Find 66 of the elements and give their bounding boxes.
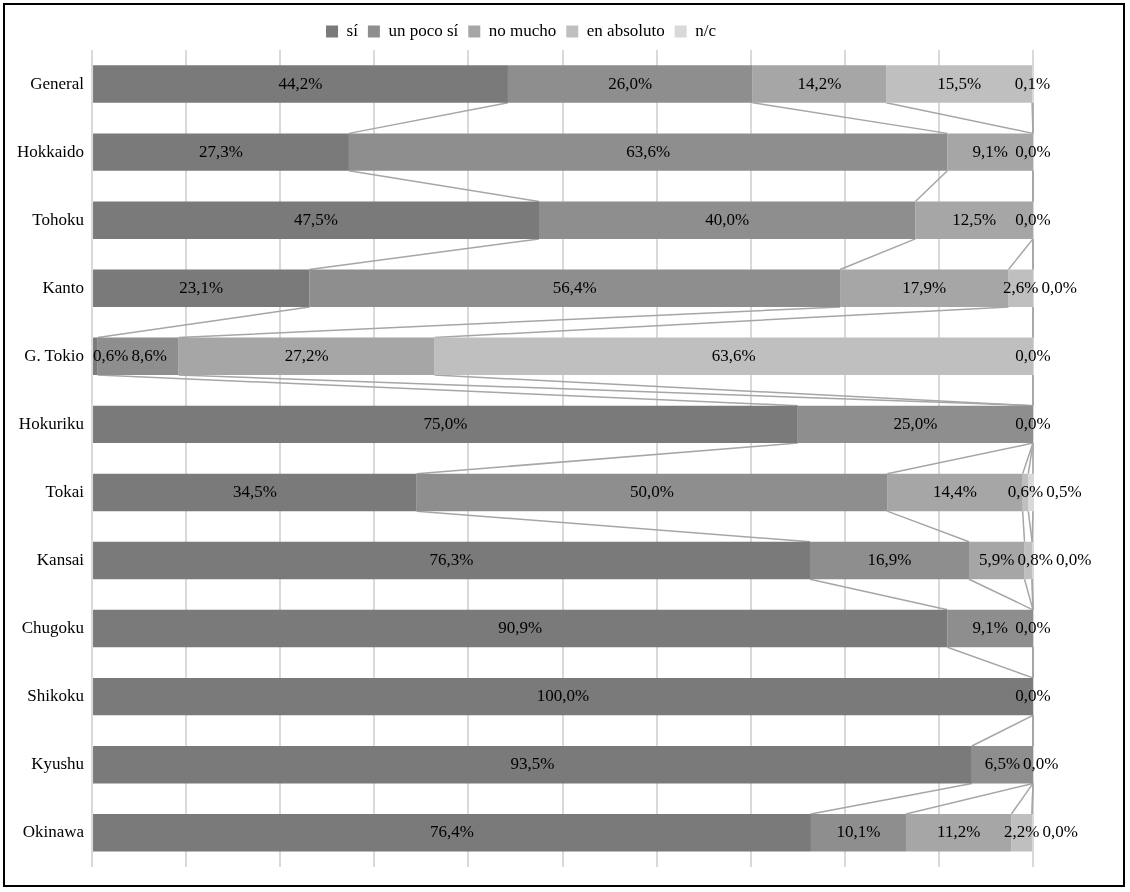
- y-tick-label: Hokuriku: [18, 413, 85, 433]
- data-label: 26,0%: [608, 73, 653, 93]
- legend-label: un poco sí: [388, 20, 459, 40]
- data-label: 0,1%: [1014, 73, 1051, 93]
- data-label: 0,5%: [1046, 481, 1082, 501]
- data-label: 2,6%: [1003, 277, 1039, 297]
- data-label: 75,0%: [423, 413, 468, 433]
- y-tick-label: General: [30, 73, 85, 93]
- y-tick-label: G. Tokio: [24, 345, 85, 365]
- data-label: 0,0%: [1041, 277, 1077, 297]
- data-label: 5,9%: [979, 549, 1015, 569]
- data-label: 47,5%: [294, 209, 338, 229]
- data-label: 44,2%: [278, 73, 323, 93]
- data-label: 9,1%: [972, 141, 1008, 161]
- data-label: 12,5%: [952, 209, 997, 229]
- data-label: 76,4%: [430, 822, 474, 842]
- data-label: 50,0%: [629, 481, 674, 501]
- data-label: 0,0%: [1015, 413, 1051, 433]
- y-tick-label: Tokai: [45, 481, 85, 501]
- y-tick-label: Shikoku: [27, 686, 85, 706]
- data-label: 25,0%: [893, 413, 938, 433]
- data-label: 100,0%: [536, 686, 590, 706]
- data-label: 8,6%: [131, 345, 167, 365]
- data-label: 76,3%: [429, 549, 474, 569]
- data-label: 90,9%: [498, 618, 543, 638]
- data-label: 14,4%: [932, 481, 977, 501]
- data-label: 17,9%: [902, 277, 947, 297]
- y-tick-label: Chugoku: [21, 618, 85, 638]
- data-label: 0,8%: [1017, 549, 1053, 569]
- data-label: 0,0%: [1015, 686, 1051, 706]
- data-label: 0,6%: [93, 345, 129, 365]
- y-tick-label: Okinawa: [22, 822, 85, 842]
- data-label: 15,5%: [937, 73, 982, 93]
- data-label: 34,5%: [232, 481, 277, 501]
- data-label: 0,0%: [1023, 754, 1059, 774]
- data-label: 93,5%: [510, 754, 555, 774]
- y-tick-label: Kansai: [36, 549, 85, 569]
- data-label: 14,2%: [797, 73, 842, 93]
- data-label: 6,5%: [984, 754, 1021, 774]
- data-label: 27,2%: [284, 345, 329, 365]
- data-label: 0,0%: [1055, 549, 1092, 569]
- legend-label: n/c: [695, 20, 717, 40]
- data-label: 2,2%: [1004, 822, 1040, 842]
- legend-label: no mucho: [488, 20, 557, 40]
- data-label: 0,6%: [1007, 481, 1044, 501]
- data-label: 9,1%: [972, 618, 1008, 638]
- y-tick-label: Kanto: [42, 277, 85, 297]
- data-label: 0,0%: [1015, 141, 1051, 161]
- data-label: 0,0%: [1042, 822, 1078, 842]
- data-label: 11,2%: [937, 822, 981, 842]
- data-label: 23,1%: [179, 277, 224, 297]
- y-tick-label: Hokkaido: [17, 141, 85, 161]
- data-label: 63,6%: [711, 345, 756, 365]
- data-label: 10,1%: [836, 822, 881, 842]
- data-label: 63,6%: [626, 141, 671, 161]
- data-label: 16,9%: [867, 549, 912, 569]
- y-tick-label: Tohoku: [32, 209, 85, 229]
- y-tick-label: Kyushu: [31, 754, 85, 774]
- data-label: 0,0%: [1015, 209, 1051, 229]
- data-label: 0,0%: [1015, 345, 1051, 365]
- data-label: 27,3%: [199, 141, 243, 161]
- data-label: 56,4%: [552, 277, 597, 297]
- data-label: 0,0%: [1015, 618, 1051, 638]
- legend-label: sí: [346, 20, 359, 40]
- legend-label: en absoluto: [586, 20, 665, 40]
- data-label: 40,0%: [705, 209, 750, 229]
